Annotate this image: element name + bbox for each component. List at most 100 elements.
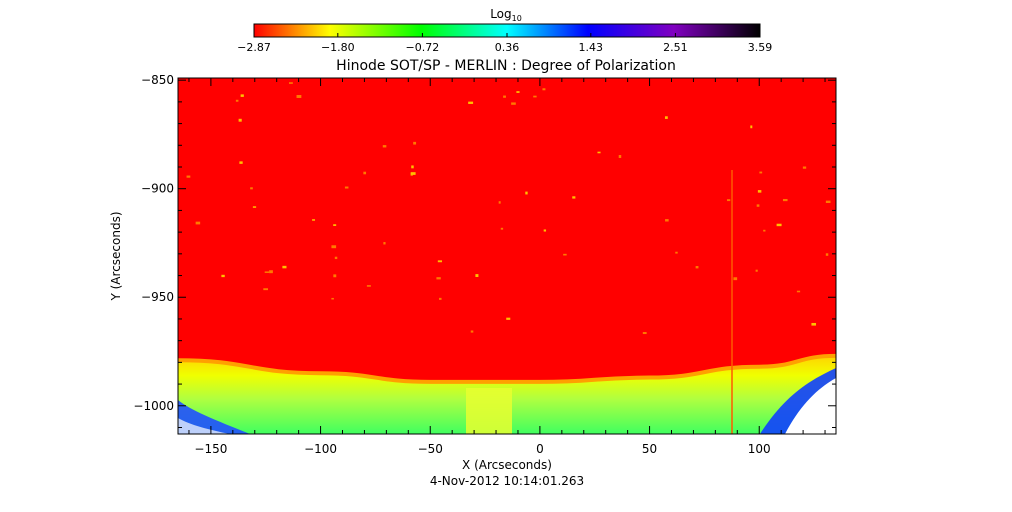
speckle: [282, 265, 287, 269]
speckle: [410, 172, 416, 175]
speckle: [475, 274, 479, 277]
speckle: [796, 290, 801, 293]
speckle: [802, 166, 807, 169]
speckle: [312, 219, 316, 221]
offlimb-left: [178, 400, 250, 434]
y-tick-label: −900: [141, 182, 174, 196]
speckle: [334, 256, 338, 260]
x-tick-label: 0: [536, 442, 544, 456]
speckle: [235, 99, 239, 102]
speckle: [331, 245, 337, 249]
speckle: [782, 198, 788, 202]
plot-image: [178, 78, 836, 434]
speckle: [240, 94, 244, 97]
speckle: [506, 317, 511, 320]
colorbar-ticks: −2.87 −1.80 −0.72 0.36 1.43 2.51 3.59: [237, 33, 772, 54]
speckle: [825, 253, 829, 256]
speckle: [759, 171, 763, 174]
speckle: [221, 274, 225, 278]
speckle: [366, 285, 371, 287]
speckle: [439, 297, 442, 300]
speckle: [763, 229, 766, 232]
strip: [466, 388, 512, 434]
speckle: [288, 82, 293, 84]
speckle: [195, 221, 201, 225]
speckle: [500, 227, 504, 230]
speckle: [756, 204, 760, 207]
speckle: [563, 253, 567, 256]
speckle: [238, 118, 242, 122]
y-tick-label: −850: [141, 73, 174, 87]
speckle: [239, 161, 243, 164]
speckle: [383, 242, 386, 245]
colorbar-tick-label: 2.51: [663, 41, 688, 54]
speckle: [750, 125, 753, 129]
speckle: [543, 229, 547, 232]
chart-title: Hinode SOT/SP - MERLIN : Degree of Polar…: [336, 58, 676, 74]
speckle: [252, 206, 257, 208]
speckle: [331, 297, 334, 300]
y-axis-label: Y (Arcseconds): [109, 211, 123, 301]
x-tick-label: −50: [418, 442, 443, 456]
speckle: [525, 191, 528, 195]
speckle: [413, 141, 417, 145]
speckle: [511, 102, 516, 105]
speckle: [776, 223, 782, 227]
plot-frame: [177, 77, 837, 435]
speckle: [726, 199, 731, 202]
colorbar-label: Log10: [490, 7, 522, 23]
y-axis: −1000 −950 −900 −850: [133, 73, 836, 428]
speckle: [264, 271, 270, 273]
speckles: [186, 82, 831, 335]
colorbar-tick-label: −1.80: [321, 41, 355, 54]
speckle: [250, 187, 253, 190]
y-tick-label: −1000: [133, 399, 174, 413]
x-axis: −150 −100 −50 0 50 100: [188, 78, 826, 456]
y-tick-label: −950: [141, 290, 174, 304]
speckle: [363, 171, 367, 175]
speckle: [642, 332, 647, 335]
colorbar-tick-label: 1.43: [579, 41, 604, 54]
speckle: [437, 260, 443, 263]
speckle: [436, 277, 441, 280]
speckle: [516, 91, 520, 93]
offlimb-right-white: [785, 378, 836, 434]
colorbar-tick-label: −2.87: [237, 41, 271, 54]
x-tick-label: 100: [748, 442, 771, 456]
speckle: [733, 277, 738, 281]
speckle: [186, 175, 191, 178]
speckle: [498, 201, 501, 204]
limb-edge: [178, 353, 836, 384]
speckle: [263, 288, 269, 291]
offlimb-left-white: [178, 418, 230, 434]
colorbar-tick-label: 3.59: [748, 41, 773, 54]
speckle: [811, 322, 817, 326]
speckle: [269, 270, 273, 274]
speckle: [572, 196, 576, 199]
speckle: [695, 266, 699, 269]
x-tick-label: −150: [194, 442, 227, 456]
colorbar-tick-label: −0.72: [406, 41, 440, 54]
speckle: [296, 95, 302, 98]
speckle: [665, 219, 669, 222]
speckle: [825, 200, 831, 204]
speckle: [664, 116, 668, 119]
x-axis-label: X (Arcseconds): [462, 458, 552, 472]
speckle: [597, 151, 601, 154]
speckle: [333, 274, 337, 278]
timestamp: 4-Nov-2012 10:14:01.263: [430, 474, 584, 488]
x-tick-label: 50: [642, 442, 657, 456]
speckle: [755, 269, 758, 272]
speckle: [618, 155, 622, 158]
speckle: [468, 101, 474, 104]
x-tick-label: −100: [304, 442, 337, 456]
speckle: [542, 88, 546, 91]
speckle: [533, 95, 537, 98]
speckle: [333, 224, 337, 226]
speckle: [382, 145, 387, 148]
speckle: [503, 95, 506, 98]
speckle: [675, 251, 678, 254]
speckle: [344, 186, 349, 189]
speckle: [470, 330, 474, 333]
